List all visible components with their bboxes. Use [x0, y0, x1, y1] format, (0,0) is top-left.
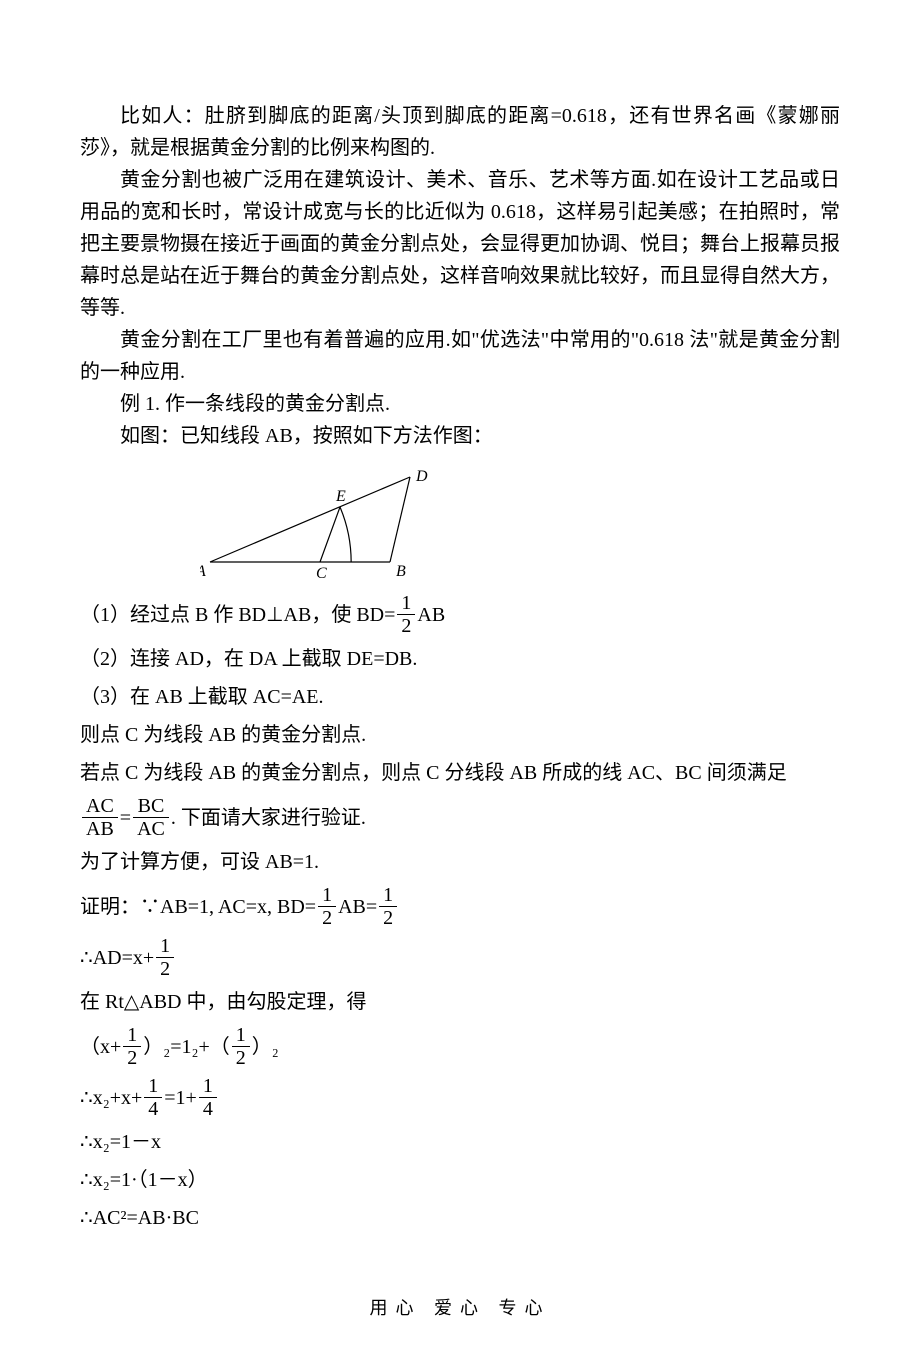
fraction-half-4: 1 2	[156, 935, 174, 980]
proof-4-text-a: （x+	[80, 1031, 121, 1063]
page-footer: 用心 爱心 专心	[80, 1294, 840, 1323]
fraction-half-2: 1 2	[318, 884, 336, 929]
proof-5-text-b: =1+	[164, 1082, 197, 1114]
svg-text:C: C	[316, 565, 327, 582]
paragraph-5: 如图：已知线段 AB，按照如下方法作图：	[80, 420, 840, 452]
step-4: 则点 C 为线段 AB 的黄金分割点.	[80, 719, 840, 751]
step-2: （2）连接 AD，在 DA 上截取 DE=DB.	[80, 643, 840, 675]
proof-line-7: ∴x₂=1·（1－x）	[80, 1164, 840, 1196]
fraction-ac-ab: AC AB	[82, 795, 118, 840]
proof-line-6: ∴x₂=1－x	[80, 1126, 840, 1158]
fraction-half-1: 1 2	[397, 592, 415, 637]
svg-text:B: B	[396, 563, 406, 580]
fraction-half-6: 1 2	[232, 1024, 250, 1069]
svg-text:E: E	[335, 488, 346, 505]
fraction-half-3: 1 2	[379, 884, 397, 929]
proof-line-2: ∴AD=x+ 1 2	[80, 935, 840, 980]
step-1-text-a: （1）经过点 B 作 BD⊥AB，使 BD=	[80, 599, 395, 631]
fraction-quarter-2: 1 4	[199, 1075, 217, 1120]
example-1-title: 例 1. 作一条线段的黄金分割点.	[80, 388, 840, 420]
proof-line-5: ∴x₂+x+ 1 4 =1+ 1 4	[80, 1075, 840, 1120]
step-1-text-b: AB	[417, 599, 445, 631]
fraction-bc-ac: BC AC	[133, 795, 169, 840]
proof-2-text-a: ∴AD=x+	[80, 942, 154, 974]
paragraph-3: 黄金分割在工厂里也有着普遍的应用.如"优选法"中常用的"0.618 法"就是黄金…	[80, 324, 840, 388]
proof-line-1: 证明：∵AB=1, AC=x, BD= 1 2 AB= 1 2	[80, 884, 840, 929]
step-6: AC AB = BC AC . 下面请大家进行验证.	[80, 795, 840, 840]
proof-4-text-c: ）₂	[252, 1031, 279, 1063]
triangle-figure: A B C D E	[200, 462, 840, 582]
equals-text: =	[120, 802, 131, 834]
step-6-text-b: . 下面请大家进行验证.	[171, 802, 366, 834]
step-5: 若点 C 为线段 AB 的黄金分割点，则点 C 分线段 AB 所成的线 AC、B…	[80, 757, 840, 789]
paragraph-2: 黄金分割也被广泛用在建筑设计、美术、音乐、艺术等方面.如在设计工艺品或日用品的宽…	[80, 164, 840, 324]
fraction-half-5: 1 2	[123, 1024, 141, 1069]
proof-line-8: ∴AC²=AB·BC	[80, 1202, 840, 1234]
svg-text:D: D	[415, 468, 428, 485]
proof-1-text-a: 证明：∵AB=1, AC=x, BD=	[80, 891, 316, 923]
proof-line-4: （x+ 1 2 ）₂=1₂+（ 1 2 ）₂	[80, 1024, 840, 1069]
proof-1-text-b: AB=	[338, 891, 377, 923]
fraction-quarter-1: 1 4	[144, 1075, 162, 1120]
proof-4-text-b: ）₂=1₂+（	[143, 1031, 230, 1063]
step-1: （1）经过点 B 作 BD⊥AB，使 BD= 1 2 AB	[80, 592, 840, 637]
paragraph-1: 比如人：肚脐到脚底的距离/头顶到脚底的距离=0.618，还有世界名画《蒙娜丽莎》…	[80, 100, 840, 164]
proof-5-text-a: ∴x₂+x+	[80, 1082, 142, 1114]
step-7: 为了计算方便，可设 AB=1.	[80, 846, 840, 878]
svg-text:A: A	[200, 563, 206, 580]
proof-line-3: 在 Rt△ABD 中，由勾股定理，得	[80, 986, 840, 1018]
step-3: （3）在 AB 上截取 AC=AE.	[80, 681, 840, 713]
